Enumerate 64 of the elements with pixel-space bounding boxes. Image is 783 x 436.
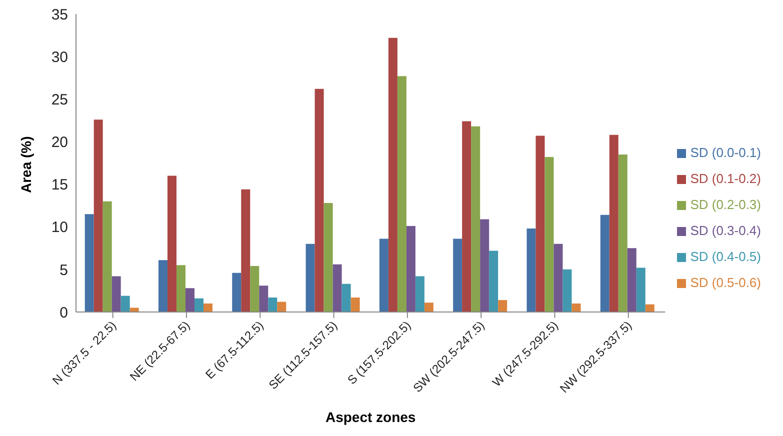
bar bbox=[471, 126, 480, 312]
bar bbox=[415, 276, 424, 312]
bar bbox=[277, 302, 286, 312]
bar bbox=[324, 203, 333, 312]
bar bbox=[342, 284, 351, 312]
bar bbox=[424, 302, 434, 312]
bar bbox=[259, 286, 268, 312]
bar bbox=[462, 121, 472, 312]
legend-label: SD (0.0-0.1) bbox=[690, 145, 761, 160]
bar bbox=[306, 244, 315, 312]
bar bbox=[572, 303, 581, 312]
y-tick-label: 5 bbox=[60, 262, 68, 279]
bar bbox=[526, 228, 536, 312]
bar bbox=[645, 304, 654, 312]
bar bbox=[350, 298, 360, 312]
y-tick-label: 25 bbox=[51, 91, 68, 108]
bar bbox=[167, 176, 176, 312]
bar bbox=[314, 88, 324, 312]
bar bbox=[158, 260, 168, 312]
y-tick-label: 15 bbox=[51, 176, 68, 194]
legend-label: SD (0.2-0.3) bbox=[690, 197, 761, 212]
bar bbox=[609, 134, 618, 312]
bar bbox=[562, 269, 572, 312]
y-tick-label: 10 bbox=[51, 219, 68, 236]
bar bbox=[250, 266, 260, 312]
bar bbox=[536, 136, 545, 312]
x-axis-title: Aspect zones bbox=[325, 409, 416, 425]
y-axis-title: Area (%) bbox=[18, 136, 34, 193]
bar bbox=[185, 288, 194, 312]
y-tick-label: 35 bbox=[51, 6, 68, 24]
bar bbox=[94, 120, 103, 312]
legend-label: SD (0.3-0.4) bbox=[690, 223, 761, 238]
bar bbox=[627, 248, 636, 312]
y-tick-label: 20 bbox=[51, 134, 68, 152]
bar bbox=[176, 265, 186, 312]
bar bbox=[388, 38, 398, 312]
bar bbox=[480, 219, 490, 312]
bar bbox=[453, 238, 462, 312]
bar bbox=[636, 268, 646, 312]
bar bbox=[203, 303, 212, 312]
bar bbox=[268, 298, 278, 312]
bar bbox=[489, 250, 498, 312]
y-tick-label: 0 bbox=[60, 304, 68, 322]
bar bbox=[618, 154, 628, 312]
bar bbox=[232, 272, 242, 312]
bar bbox=[332, 264, 342, 312]
bar bbox=[379, 238, 388, 312]
legend-label: SD (0.4-0.5) bbox=[690, 249, 761, 264]
bar bbox=[554, 244, 563, 312]
bar bbox=[120, 296, 130, 312]
bar bbox=[397, 76, 406, 312]
legend-label: SD (0.5-0.6) bbox=[690, 275, 761, 290]
bar bbox=[112, 276, 121, 312]
bar bbox=[194, 298, 204, 312]
legend-label: SD (0.1-0.2) bbox=[690, 171, 761, 186]
bar bbox=[498, 300, 508, 312]
bar bbox=[600, 214, 610, 312]
bar bbox=[544, 157, 554, 312]
y-tick-label: 30 bbox=[51, 48, 68, 66]
bar bbox=[130, 308, 139, 312]
bar bbox=[102, 201, 112, 312]
bar bbox=[241, 189, 250, 312]
bar bbox=[84, 214, 94, 312]
bar bbox=[406, 226, 416, 312]
